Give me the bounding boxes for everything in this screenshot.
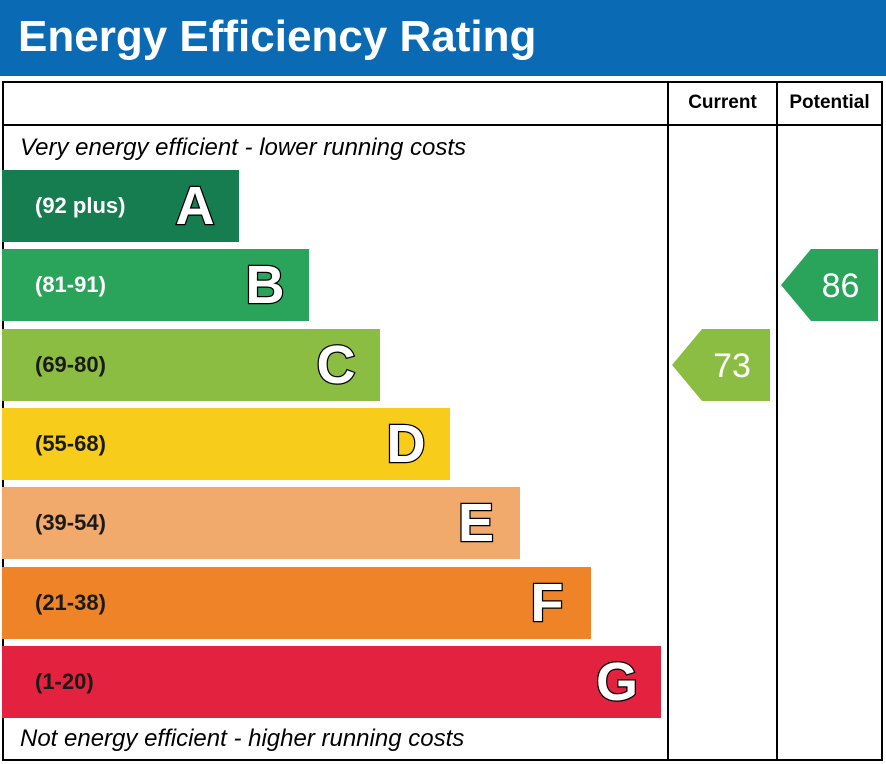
band-range-label: (21-38) xyxy=(35,590,106,615)
band-letter: G xyxy=(589,646,645,718)
band-e: (39-54) E xyxy=(2,487,520,559)
band-a: (92 plus) A xyxy=(2,170,239,242)
band-b: (81-91) B xyxy=(2,249,309,321)
band-c: (69-80) C xyxy=(2,329,380,401)
band-range-label: (39-54) xyxy=(35,510,106,535)
header-row-divider xyxy=(2,124,883,126)
potential-rating-shape xyxy=(781,249,878,321)
band-range-label: (69-80) xyxy=(35,352,106,377)
band-letter: B xyxy=(237,249,293,321)
band-letter-text: F xyxy=(531,573,564,633)
band-f: (21-38) F xyxy=(2,567,591,639)
potential-rating-value: 86 xyxy=(822,267,860,305)
band-letter: C xyxy=(308,329,364,401)
band-letter-text: A xyxy=(176,176,215,236)
page-title: Energy Efficiency Rating xyxy=(18,12,537,61)
band-range-label: (55-68) xyxy=(35,431,106,456)
current-rating-arrow: 73 xyxy=(672,329,770,401)
band-letter: F xyxy=(519,567,575,639)
band-letter: E xyxy=(448,487,504,559)
band-letter: A xyxy=(167,170,223,242)
band-g: (1-20) G xyxy=(2,646,661,718)
band-d: (55-68) D xyxy=(2,408,450,480)
band-letter-text: D xyxy=(387,414,426,474)
band-letter-text: C xyxy=(317,335,356,395)
band-letter: D xyxy=(378,408,434,480)
band-letter-text: B xyxy=(246,255,285,315)
header-bar: Energy Efficiency Rating xyxy=(0,0,886,76)
band-range-label: (92 plus) xyxy=(35,193,126,218)
band-letter-text: E xyxy=(458,493,494,553)
current-column-header: Current xyxy=(688,92,757,113)
column-divider-potential xyxy=(776,81,778,761)
potential-column-header: Potential xyxy=(789,92,870,113)
band-range-label: (1-20) xyxy=(35,669,94,694)
top-caption: Very energy efficient - lower running co… xyxy=(20,134,466,161)
band-letter-text: G xyxy=(596,652,638,712)
current-rating-value: 73 xyxy=(713,347,751,385)
band-range-label: (81-91) xyxy=(35,272,106,297)
bottom-caption: Not energy efficient - higher running co… xyxy=(20,725,465,752)
potential-rating-arrow: 86 xyxy=(781,249,878,321)
current-rating-shape xyxy=(672,329,770,401)
column-divider-current xyxy=(667,81,669,761)
